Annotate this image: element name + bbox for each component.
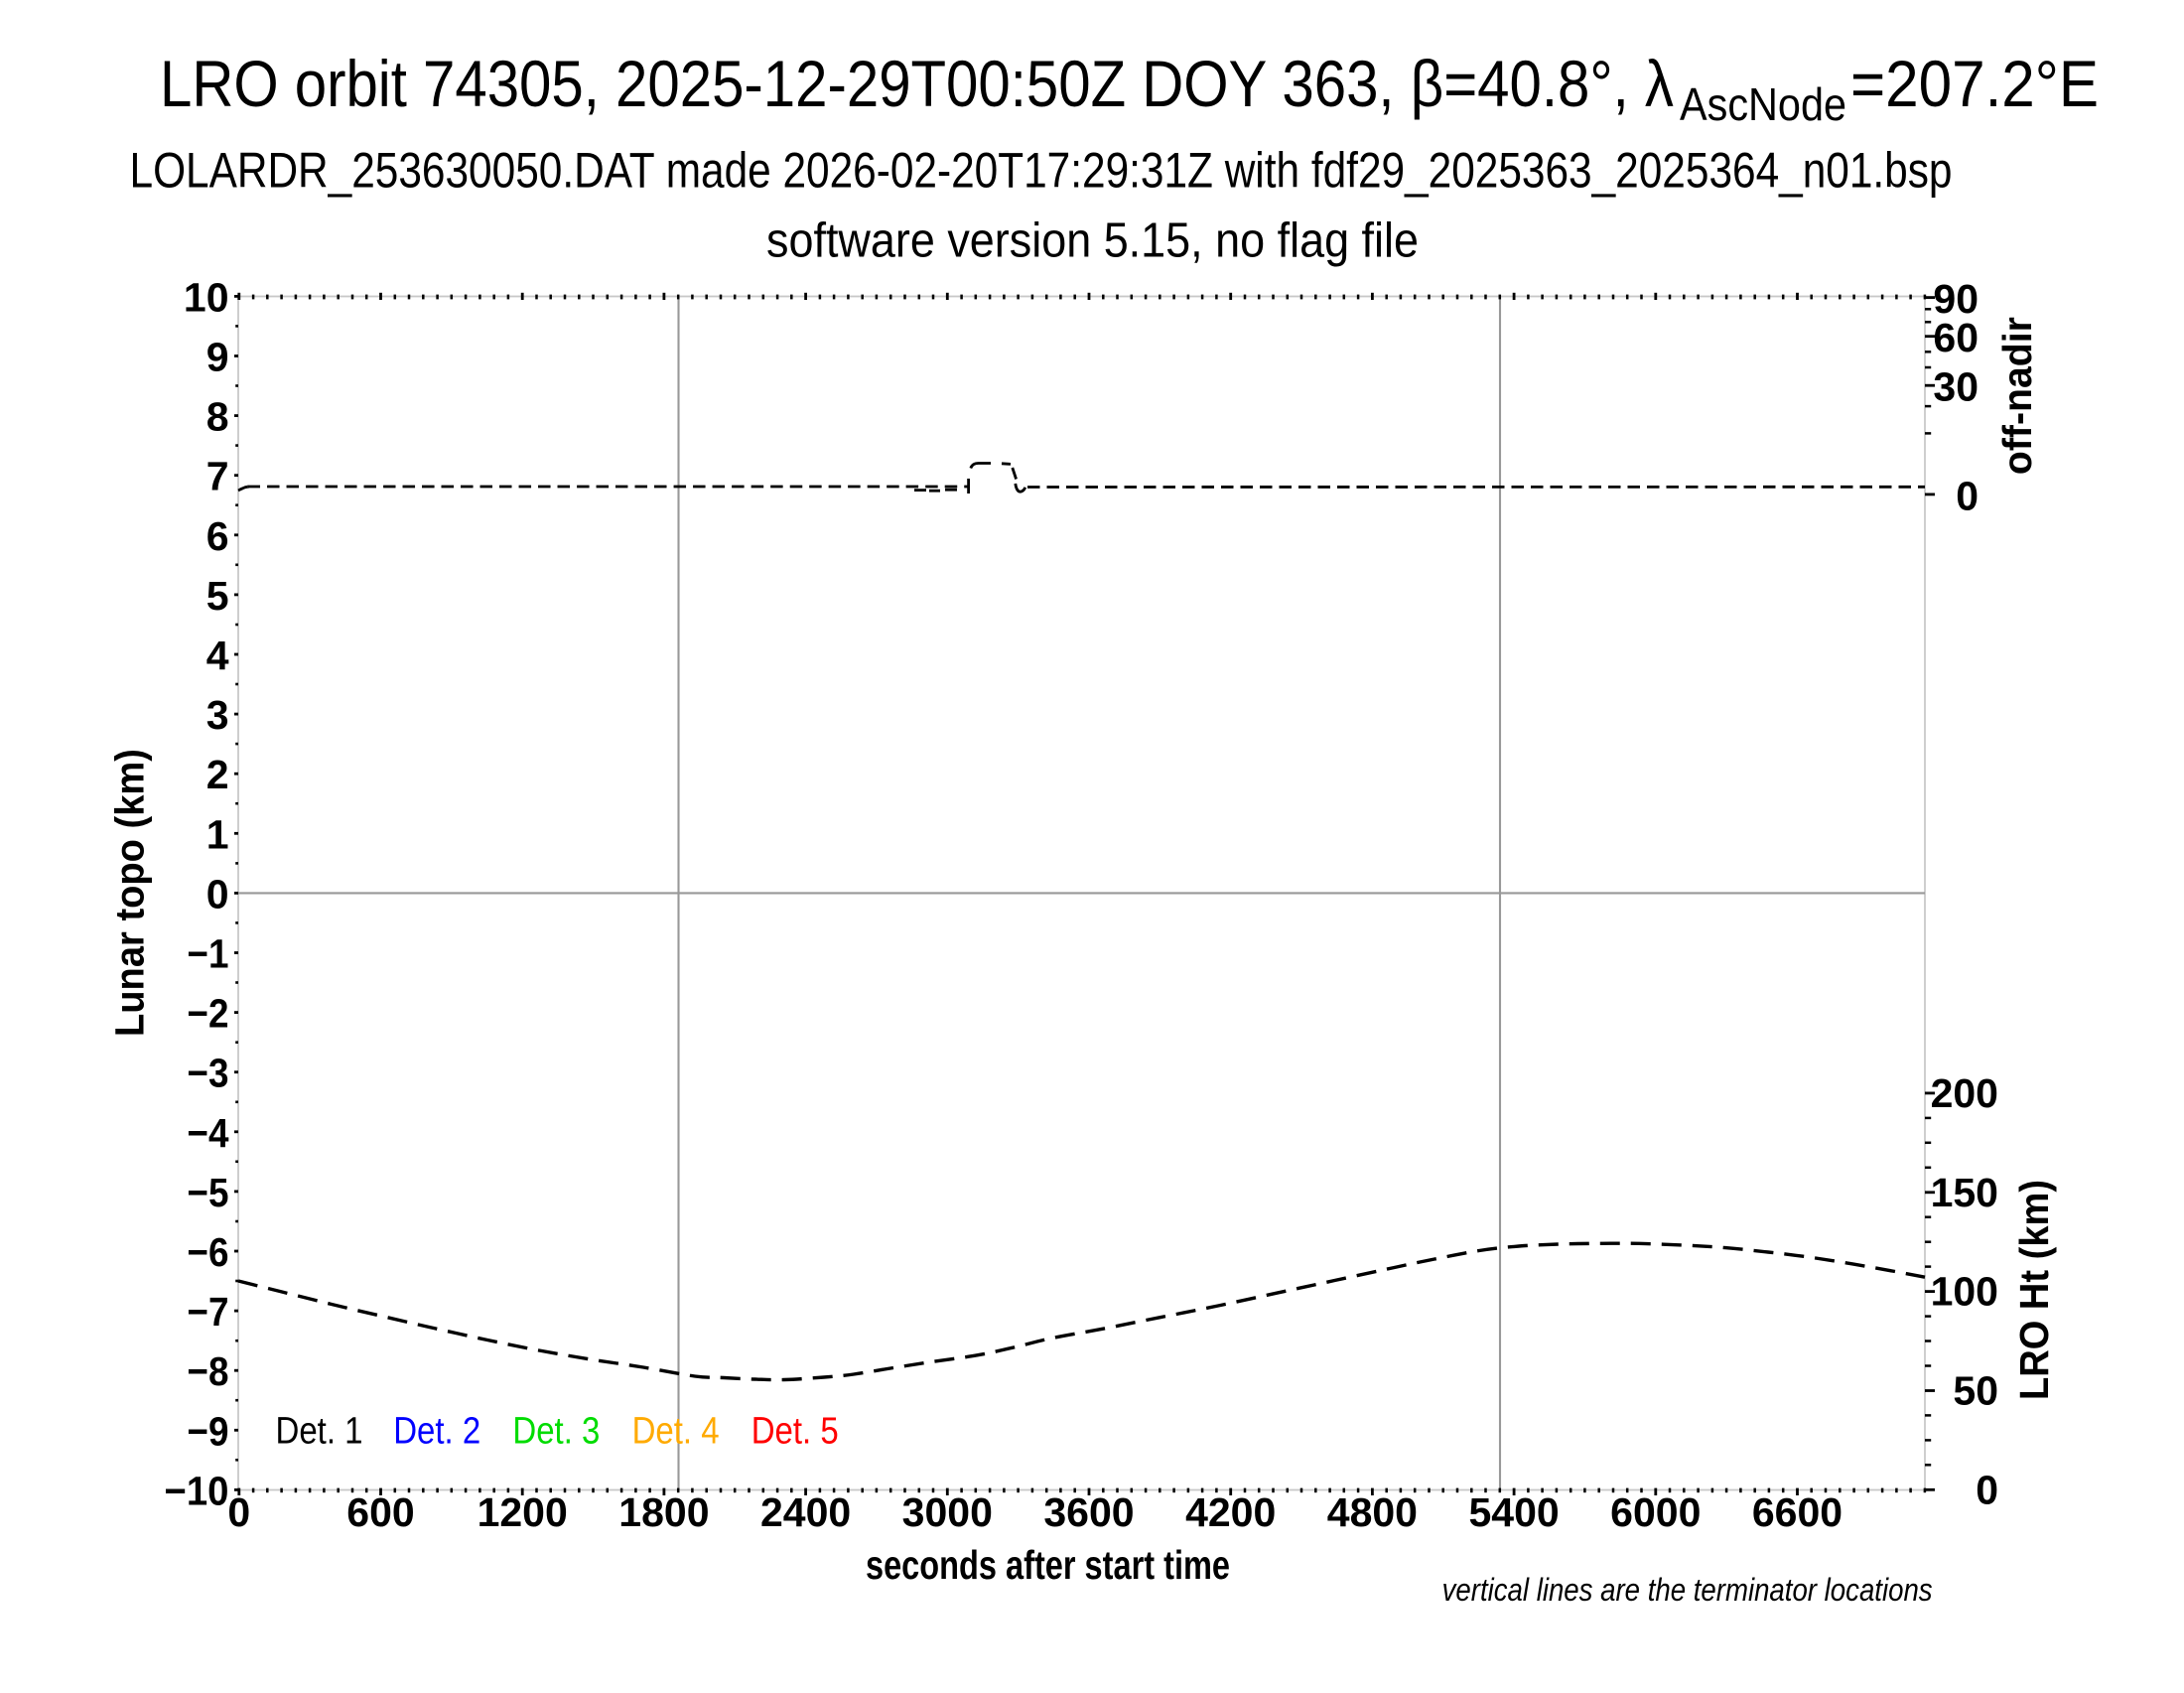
svg-text:60: 60 — [1933, 315, 1979, 360]
svg-text:Det. 2: Det. 2 — [393, 1411, 480, 1453]
svg-text:software version 5.15, no flag: software version 5.15, no flag file — [766, 214, 1419, 268]
svg-text:90: 90 — [1933, 276, 1979, 322]
svg-text:200: 200 — [1931, 1070, 1998, 1116]
svg-text:LRO Ht (km): LRO Ht (km) — [2011, 1180, 2057, 1400]
svg-text:5: 5 — [206, 573, 229, 619]
svg-text:−8: −8 — [188, 1348, 229, 1394]
svg-text:30: 30 — [1933, 364, 1979, 410]
svg-text:600: 600 — [346, 1489, 414, 1535]
svg-text:4200: 4200 — [1185, 1489, 1276, 1535]
svg-text:9: 9 — [206, 335, 229, 380]
svg-text:LOLARDR_253630050.DAT made 202: LOLARDR_253630050.DAT made 2026-02-20T17… — [130, 143, 1953, 199]
svg-text:−2: −2 — [188, 991, 229, 1037]
svg-text:vertical lines are the termina: vertical lines are the terminator locati… — [1442, 1572, 1933, 1608]
svg-text:−4: −4 — [188, 1110, 229, 1156]
svg-text:6000: 6000 — [1610, 1489, 1701, 1535]
svg-text:6600: 6600 — [1752, 1489, 1843, 1535]
svg-text:0: 0 — [227, 1489, 250, 1535]
svg-text:8: 8 — [206, 394, 229, 440]
svg-text:=207.2°E: =207.2°E — [1850, 47, 2099, 120]
svg-text:−7: −7 — [188, 1289, 229, 1335]
svg-text:−5: −5 — [188, 1170, 229, 1215]
svg-text:0: 0 — [206, 871, 229, 917]
svg-text:LRO orbit 74305, 2025-12-29T00: LRO orbit 74305, 2025-12-29T00:50Z DOY 3… — [160, 47, 1674, 120]
svg-text:off-nadir: off-nadir — [1994, 317, 2040, 475]
svg-text:Det. 5: Det. 5 — [751, 1411, 839, 1453]
svg-text:Lunar topo (km): Lunar topo (km) — [106, 749, 152, 1037]
svg-text:100: 100 — [1931, 1269, 1998, 1315]
svg-text:−9: −9 — [188, 1408, 229, 1454]
svg-text:Det. 3: Det. 3 — [512, 1411, 600, 1453]
svg-text:Det. 4: Det. 4 — [632, 1411, 720, 1453]
svg-text:seconds after start time: seconds after start time — [866, 1542, 1230, 1588]
svg-text:6: 6 — [206, 513, 229, 559]
svg-text:150: 150 — [1931, 1170, 1998, 1215]
svg-text:10: 10 — [184, 274, 229, 320]
svg-text:2400: 2400 — [760, 1489, 851, 1535]
svg-text:1200: 1200 — [478, 1489, 568, 1535]
svg-text:5400: 5400 — [1468, 1489, 1559, 1535]
svg-text:3000: 3000 — [902, 1489, 993, 1535]
svg-text:2: 2 — [206, 752, 229, 797]
svg-text:−3: −3 — [188, 1051, 229, 1096]
svg-text:7: 7 — [206, 454, 229, 499]
svg-text:AscNode: AscNode — [1680, 78, 1846, 130]
svg-text:Det. 1: Det. 1 — [276, 1411, 363, 1453]
svg-text:−6: −6 — [188, 1229, 229, 1275]
svg-text:1: 1 — [206, 811, 229, 857]
svg-text:3600: 3600 — [1043, 1489, 1134, 1535]
svg-text:4: 4 — [206, 633, 229, 678]
svg-text:1800: 1800 — [618, 1489, 709, 1535]
svg-text:4800: 4800 — [1327, 1489, 1418, 1535]
svg-text:−10: −10 — [165, 1468, 229, 1513]
svg-text:−1: −1 — [188, 931, 229, 977]
svg-text:0: 0 — [1956, 473, 1979, 518]
svg-text:0: 0 — [1976, 1467, 1998, 1512]
svg-text:3: 3 — [206, 692, 229, 738]
svg-text:50: 50 — [1953, 1367, 1998, 1413]
